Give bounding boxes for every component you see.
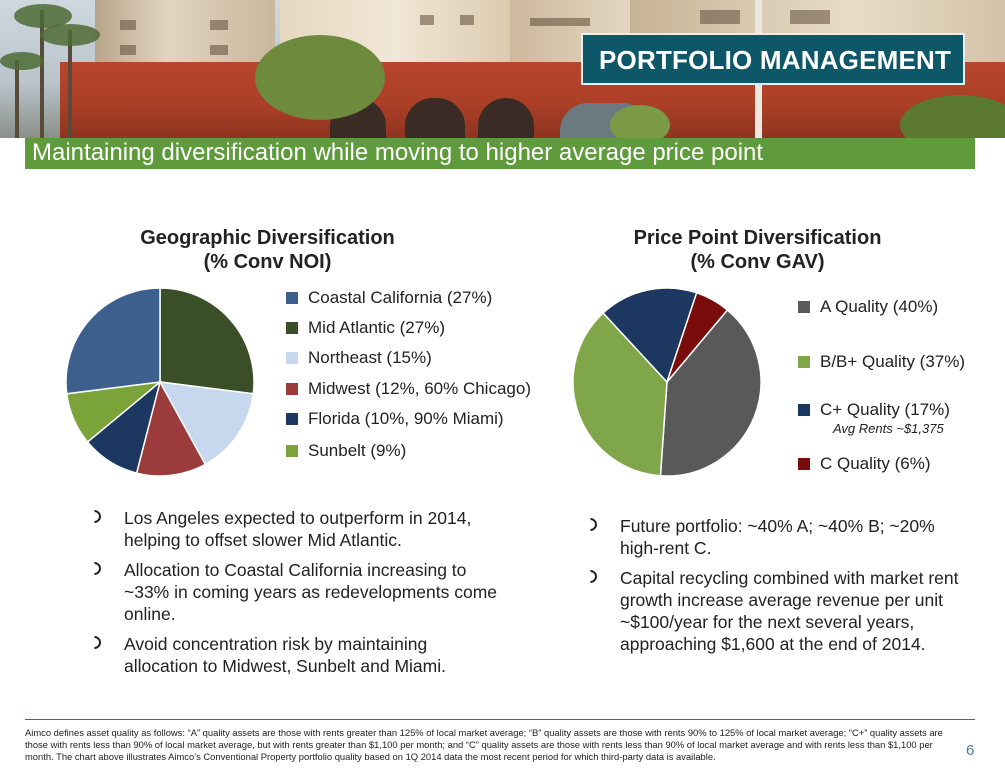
footnote: Aimco defines asset quality as follows: …	[25, 727, 943, 762]
legend-label: C+ Quality (17%)	[820, 400, 950, 419]
bullet-icon	[85, 507, 104, 526]
section-badge-text: PORTFOLIO MANAGEMENT	[599, 45, 952, 75]
legend-swatch	[286, 322, 298, 334]
legend-swatch	[286, 383, 298, 395]
pie-slice-a-quality	[659, 308, 762, 477]
price-chart-title: Price Point Diversification (% Conv GAV)	[605, 226, 910, 274]
legend-label: B/B+ Quality (37%)	[820, 352, 966, 371]
price-bullets: Future portfolio: ~40% A; ~40% B; ~20% h…	[581, 515, 974, 663]
pie-slice-northeast	[158, 381, 255, 466]
bullet-item: Future portfolio: ~40% A; ~40% B; ~20% h…	[581, 515, 974, 559]
section-badge: PORTFOLIO MANAGEMENT	[581, 33, 965, 85]
footer-rule	[25, 719, 975, 720]
bullet-item: Capital recycling combined with market r…	[581, 567, 974, 655]
pie-slice-midwest	[135, 379, 207, 477]
price-legend-item: C Quality (6%)	[798, 454, 931, 474]
avg-rents-note: Avg Rents ~$1,375	[833, 421, 944, 436]
legend-swatch	[286, 445, 298, 457]
legend-swatch	[798, 404, 810, 416]
slide-subtitle: Maintaining diversification while moving…	[32, 139, 764, 166]
pie-slice-c-quality	[666, 291, 729, 383]
bullet-item: Allocation to Coastal California increas…	[85, 559, 498, 625]
geo-chart-title: Geographic Diversification (% Conv NOI)	[110, 226, 425, 274]
price-pie-chart	[572, 287, 762, 477]
legend-label: Sunbelt (9%)	[308, 441, 407, 460]
geo-title-line1: Geographic Diversification	[140, 227, 395, 249]
price-legend-item: A Quality (40%)	[798, 297, 938, 317]
legend-label: C Quality (6%)	[820, 454, 931, 473]
geo-title-line2: (% Conv NOI)	[203, 251, 332, 273]
pie-slice-coastal-california	[65, 287, 161, 395]
legend-label: Midwest (12%, 60% Chicago)	[308, 379, 531, 398]
legend-label: A Quality (40%)	[820, 297, 939, 316]
subtitle-bar: Maintaining diversification while moving…	[25, 138, 975, 169]
legend-label: Northeast (15%)	[308, 348, 432, 367]
pie-slice-c-quality	[602, 287, 698, 384]
legend-label: Florida (10%, 90% Miami)	[308, 409, 504, 428]
pie-slice-mid-atlantic	[159, 287, 255, 395]
bullet-icon	[85, 559, 104, 578]
legend-swatch	[798, 301, 810, 313]
geo-legend-item: Sunbelt (9%)	[286, 441, 406, 461]
bullet-item: Avoid concentration risk by maintaining …	[85, 633, 498, 677]
geo-legend-item: Coastal California (27%)	[286, 288, 492, 308]
geo-bullets: Los Angeles expected to outperform in 20…	[85, 507, 498, 685]
price-legend-item: C+ Quality (17%)	[798, 400, 950, 420]
pie-slice-b-b-quality	[572, 311, 668, 477]
page-number: 6	[966, 742, 975, 759]
bullet-item: Los Angeles expected to outperform in 20…	[85, 507, 498, 551]
geo-legend-item: Midwest (12%, 60% Chicago)	[286, 379, 531, 399]
legend-swatch	[286, 352, 298, 364]
legend-swatch	[286, 413, 298, 425]
legend-label: Mid Atlantic (27%)	[308, 318, 445, 337]
geo-legend-item: Florida (10%, 90% Miami)	[286, 409, 504, 429]
price-legend-item: B/B+ Quality (37%)	[798, 352, 965, 372]
price-title-line1: Price Point Diversification	[633, 227, 882, 249]
geo-pie-chart	[65, 287, 255, 477]
bullet-icon	[581, 515, 600, 534]
legend-label: Coastal California (27%)	[308, 288, 493, 307]
price-title-line2: (% Conv GAV)	[690, 251, 825, 273]
geo-legend-item: Northeast (15%)	[286, 348, 432, 368]
bullet-icon	[85, 633, 104, 652]
geo-legend-item: Mid Atlantic (27%)	[286, 318, 445, 338]
legend-swatch	[798, 458, 810, 470]
legend-swatch	[286, 292, 298, 304]
legend-swatch	[798, 356, 810, 368]
bullet-icon	[581, 567, 600, 586]
